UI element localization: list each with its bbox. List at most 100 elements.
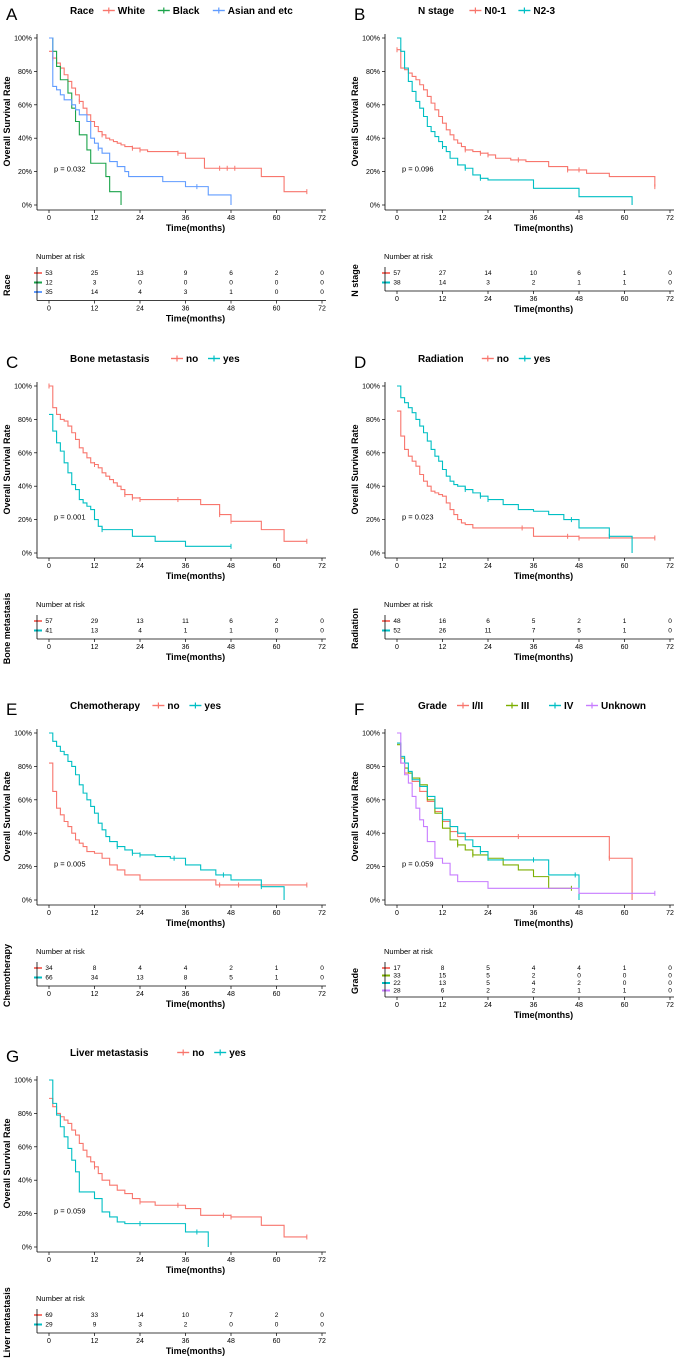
- axes: 0% 20% 40% 60% 80% 100% 0 12 24 36 48 60 72 Time(mont…: [350, 34, 674, 233]
- risk-count: 0: [275, 280, 279, 287]
- risk-table-title: Number at risk: [384, 600, 433, 609]
- x-tick-label: 36: [182, 910, 190, 917]
- risk-count: 13: [136, 618, 144, 625]
- x-tick-label: 36: [530, 215, 538, 222]
- risk-count: 57: [393, 270, 401, 277]
- risk-count: 7: [229, 1312, 233, 1319]
- risk-count: 48: [393, 618, 401, 625]
- risk-count: 0: [320, 618, 324, 625]
- legend-title: Radiation: [418, 354, 464, 365]
- x-tick-label: 0: [47, 215, 51, 222]
- risk-x-tick-label: 12: [91, 1338, 99, 1345]
- legend-title: Liver metastasis: [70, 1048, 149, 1059]
- risk-count: 27: [439, 270, 447, 277]
- risk-y-axis-label: Liver metastasis: [2, 1287, 12, 1358]
- x-tick-label: 0: [47, 910, 51, 917]
- risk-table-title: Number at risk: [36, 1294, 85, 1303]
- risk-x-tick-label: 72: [666, 296, 674, 303]
- legend-label: yes: [223, 354, 240, 365]
- risk-count: 4: [532, 965, 536, 972]
- risk-count: 1: [623, 280, 627, 287]
- x-tick-label: 36: [182, 1257, 190, 1264]
- risk-x-tick-label: 48: [575, 644, 583, 651]
- risk-x-tick-label: 60: [621, 296, 629, 303]
- x-tick-label: 48: [227, 563, 235, 570]
- y-axis-label: Overall Survival Rate: [350, 76, 360, 166]
- risk-count: 5: [229, 975, 233, 982]
- x-axis-label: Time(months): [166, 918, 225, 928]
- legend: Race White Black Asian and etc: [70, 6, 293, 17]
- risk-count: 29: [91, 618, 99, 625]
- risk-count: 13: [136, 270, 144, 277]
- risk-count: 0: [320, 289, 324, 296]
- survival-curve-yes: [49, 1079, 209, 1247]
- x-axis-label: Time(months): [514, 918, 573, 928]
- axes: 0% 20% 40% 60% 80% 100% 0 12 24 36 48 60 72 Time(mont…: [2, 1076, 326, 1275]
- risk-count: 2: [577, 618, 581, 625]
- risk-count: 0: [320, 965, 324, 972]
- risk-count: 1: [577, 988, 581, 995]
- legend-label: yes: [534, 354, 551, 365]
- risk-count: 0: [320, 280, 324, 287]
- risk-count: 1: [623, 618, 627, 625]
- risk-x-tick-label: 36: [530, 296, 538, 303]
- y-tick-label: 80%: [18, 1111, 32, 1118]
- x-tick-label: 24: [136, 563, 144, 570]
- panel-letter: G: [6, 1047, 19, 1066]
- risk-count: 10: [530, 270, 538, 277]
- survival-curve-iv: [397, 742, 580, 900]
- x-tick-label: 12: [91, 910, 99, 917]
- risk-y-axis-label: Grade: [350, 968, 360, 994]
- p-value: p = 0.001: [54, 513, 86, 522]
- x-tick-label: 72: [318, 215, 326, 222]
- risk-count: 33: [393, 973, 401, 980]
- y-tick-label: 20%: [18, 169, 32, 176]
- y-tick-label: 40%: [366, 484, 380, 491]
- risk-x-tick-label: 36: [182, 644, 190, 651]
- x-tick-label: 48: [227, 1257, 235, 1264]
- risk-x-tick-label: 60: [273, 991, 281, 998]
- risk-x-tick-label: 60: [621, 1002, 629, 1009]
- risk-count: 14: [484, 270, 492, 277]
- risk-count: 1: [229, 628, 233, 635]
- risk-count: 0: [623, 973, 627, 980]
- risk-x-tick-label: 0: [47, 1338, 51, 1345]
- risk-count: 5: [532, 618, 536, 625]
- y-tick-label: 80%: [18, 764, 32, 771]
- risk-x-tick-label: 48: [575, 296, 583, 303]
- risk-count: 0: [668, 973, 672, 980]
- y-tick-label: 100%: [362, 384, 380, 391]
- risk-x-tick-label: 0: [395, 296, 399, 303]
- risk-count: 34: [45, 965, 53, 972]
- survival-curve-yes: [397, 385, 633, 553]
- x-tick-label: 72: [318, 563, 326, 570]
- risk-x-tick-label: 0: [395, 1002, 399, 1009]
- x-tick-label: 0: [47, 1257, 51, 1264]
- legend-title: Bone metastasis: [70, 354, 150, 365]
- risk-count: 1: [275, 965, 279, 972]
- survival-curve-n0-1: [397, 49, 656, 187]
- risk-count: 66: [45, 975, 53, 982]
- risk-count: 8: [93, 965, 97, 972]
- risk-table-title: Number at risk: [36, 600, 85, 609]
- y-axis-label: Overall Survival Rate: [350, 424, 360, 514]
- risk-count: 9: [93, 1322, 97, 1329]
- x-tick-label: 72: [666, 215, 674, 222]
- risk-table: Number at risk 53 25 13 9 6 2 0 12 3 0 0 0 0 0 35 14 4 3 1 0…: [2, 252, 326, 324]
- legend-label: Unknown: [601, 701, 646, 712]
- y-tick-label: 20%: [18, 1211, 32, 1218]
- risk-x-tick-label: 36: [530, 644, 538, 651]
- risk-count: 5: [577, 628, 581, 635]
- legend-label: no: [192, 1048, 204, 1059]
- y-tick-label: 40%: [18, 831, 32, 838]
- risk-count: 5: [486, 973, 490, 980]
- legend-label: White: [118, 6, 146, 17]
- axes: 0% 20% 40% 60% 80% 100% 0 12 24 36 48 60 72 Time(mont…: [350, 729, 674, 928]
- risk-table-title: Number at risk: [384, 252, 433, 261]
- risk-count: 5: [486, 965, 490, 972]
- survival-curve-no: [49, 1097, 307, 1238]
- x-tick-label: 0: [395, 563, 399, 570]
- panel-letter: C: [6, 353, 18, 372]
- y-tick-label: 80%: [18, 69, 32, 76]
